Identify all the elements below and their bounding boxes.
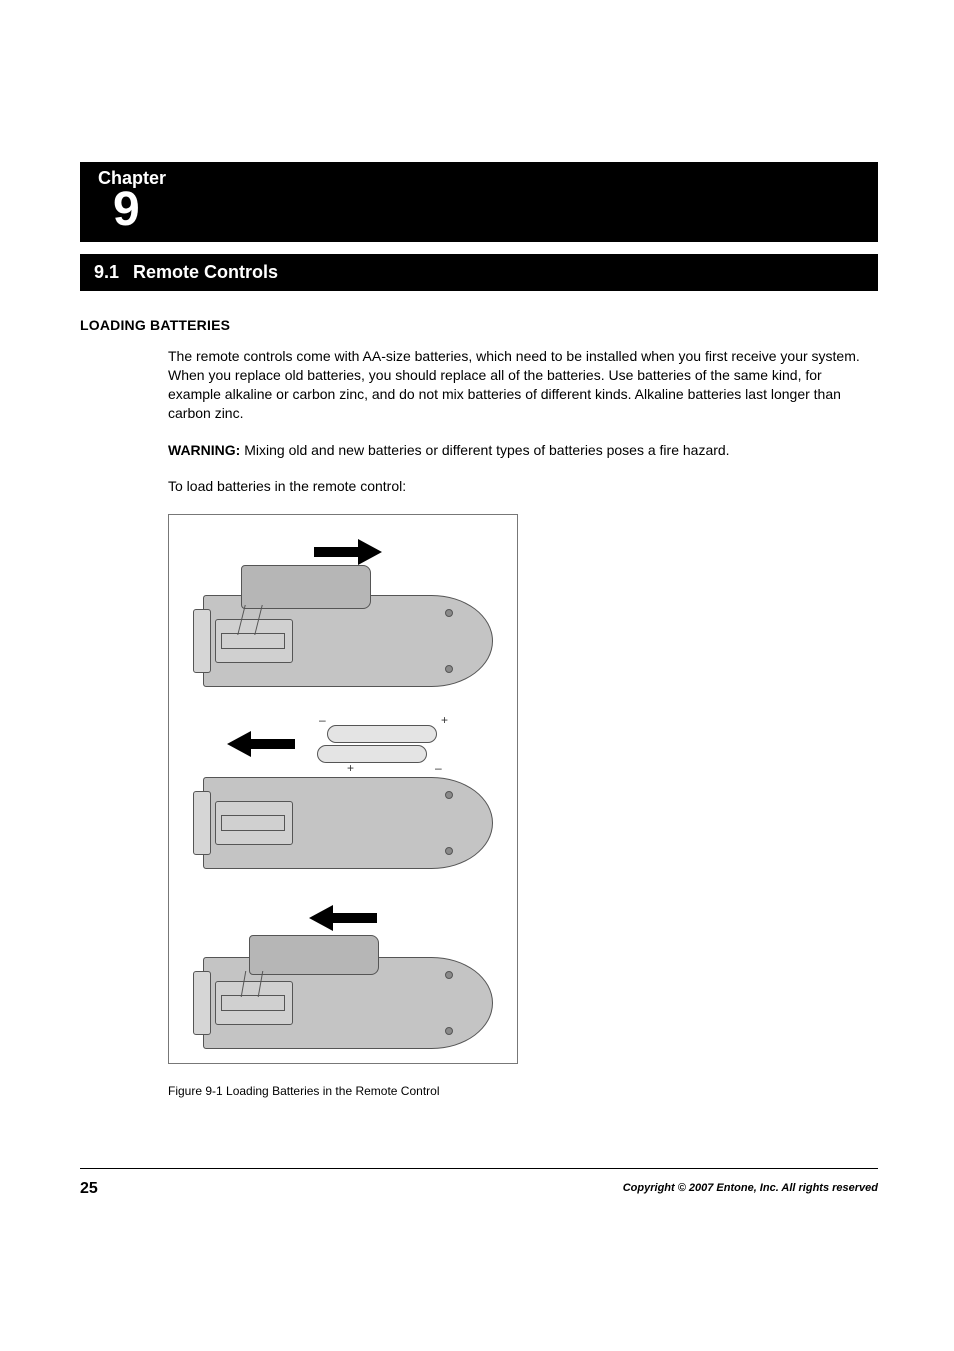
battery-icon: [317, 745, 427, 763]
section-number: 9.1: [94, 262, 119, 282]
figure-wrap: – + + –: [168, 514, 878, 1098]
paragraph-warning: WARNING: Mixing old and new batteries or…: [168, 441, 878, 460]
warning-text: Mixing old and new batteries or differen…: [240, 442, 729, 458]
polarity-plus: +: [347, 761, 354, 775]
remote-end: [193, 791, 211, 855]
copyright-text: Copyright © 2007 Entone, Inc. All rights…: [623, 1182, 878, 1194]
battery-icon: [327, 725, 437, 743]
polarity-minus: –: [435, 761, 442, 775]
section-bar: 9.1 Remote Controls: [80, 254, 878, 291]
figure-panel-3: [169, 899, 517, 1059]
battery-cover-closing: [249, 935, 379, 975]
body-column: The remote controls come with AA-size ba…: [168, 347, 878, 496]
warning-label: WARNING:: [168, 442, 240, 458]
remote-grip-inner: [221, 633, 285, 649]
remote-grip-inner: [221, 815, 285, 831]
figure-box: – + + –: [168, 514, 518, 1064]
footer-rule: [80, 1168, 878, 1169]
page-number: 25: [80, 1180, 98, 1198]
figure-caption: Figure 9-1 Loading Batteries in the Remo…: [168, 1084, 878, 1098]
arrow-left-icon: [225, 733, 295, 755]
remote-grip-inner: [221, 995, 285, 1011]
polarity-plus: +: [441, 713, 448, 727]
paragraph-instruction: To load batteries in the remote control:: [168, 477, 878, 496]
arrow-right-icon: [314, 541, 384, 563]
chapter-number: 9: [113, 182, 140, 237]
figure-panel-2: – + + –: [169, 715, 517, 885]
figure-panel-1: [169, 533, 517, 693]
battery-cover-open: [241, 565, 371, 609]
chapter-header: Chapter 9: [80, 162, 878, 242]
remote-end: [193, 971, 211, 1035]
section-title: Remote Controls: [133, 262, 278, 282]
arrow-left-icon: [307, 907, 377, 929]
subheading-loading-batteries: LOADING BATTERIES: [80, 317, 878, 333]
remote-end: [193, 609, 211, 673]
page-content: Chapter 9 9.1 Remote Controls LOADING BAT…: [80, 162, 878, 1098]
paragraph-intro: The remote controls come with AA-size ba…: [168, 347, 878, 423]
polarity-minus: –: [319, 713, 326, 727]
